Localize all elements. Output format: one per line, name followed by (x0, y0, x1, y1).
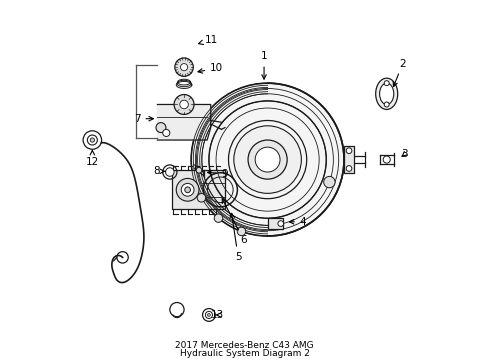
Text: 7: 7 (134, 114, 153, 124)
Text: 4: 4 (289, 217, 306, 227)
Polygon shape (157, 104, 210, 140)
Circle shape (207, 314, 210, 316)
Circle shape (174, 95, 194, 114)
Circle shape (90, 138, 94, 142)
Bar (267, 218, 282, 229)
Circle shape (237, 227, 245, 236)
Circle shape (255, 147, 280, 172)
Circle shape (163, 129, 169, 136)
Text: 1: 1 (260, 51, 267, 79)
Circle shape (205, 311, 212, 319)
Circle shape (181, 183, 194, 196)
Circle shape (277, 221, 283, 226)
Text: 2017 Mercedes-Benz C43 AMG: 2017 Mercedes-Benz C43 AMG (175, 341, 313, 350)
Circle shape (383, 156, 389, 163)
Circle shape (384, 81, 388, 86)
Bar (344, 146, 353, 173)
Circle shape (156, 123, 165, 132)
Circle shape (184, 187, 190, 193)
Circle shape (247, 140, 286, 179)
Circle shape (175, 58, 193, 76)
Ellipse shape (375, 78, 397, 109)
Circle shape (214, 214, 223, 222)
Circle shape (197, 194, 205, 202)
Text: 8: 8 (153, 166, 165, 176)
Text: Hydraulic System Diagram 2: Hydraulic System Diagram 2 (179, 349, 309, 358)
Circle shape (346, 148, 351, 154)
Circle shape (233, 126, 301, 193)
Circle shape (346, 166, 351, 171)
Circle shape (191, 83, 344, 236)
Ellipse shape (379, 83, 393, 104)
Circle shape (176, 179, 199, 201)
Circle shape (384, 102, 388, 107)
Circle shape (323, 176, 334, 188)
Text: 12: 12 (85, 150, 99, 167)
Circle shape (180, 100, 188, 109)
Text: 3: 3 (400, 149, 407, 159)
Text: 6: 6 (222, 199, 246, 245)
Circle shape (196, 167, 202, 173)
Text: 9: 9 (207, 169, 228, 179)
Text: 11: 11 (198, 35, 218, 45)
Text: 10: 10 (198, 63, 223, 73)
Circle shape (87, 135, 97, 145)
Circle shape (165, 168, 174, 176)
Text: 5: 5 (229, 213, 241, 262)
Bar (171, 170, 224, 210)
Text: 2: 2 (392, 59, 405, 86)
Circle shape (180, 64, 187, 71)
Text: 13: 13 (211, 310, 224, 320)
